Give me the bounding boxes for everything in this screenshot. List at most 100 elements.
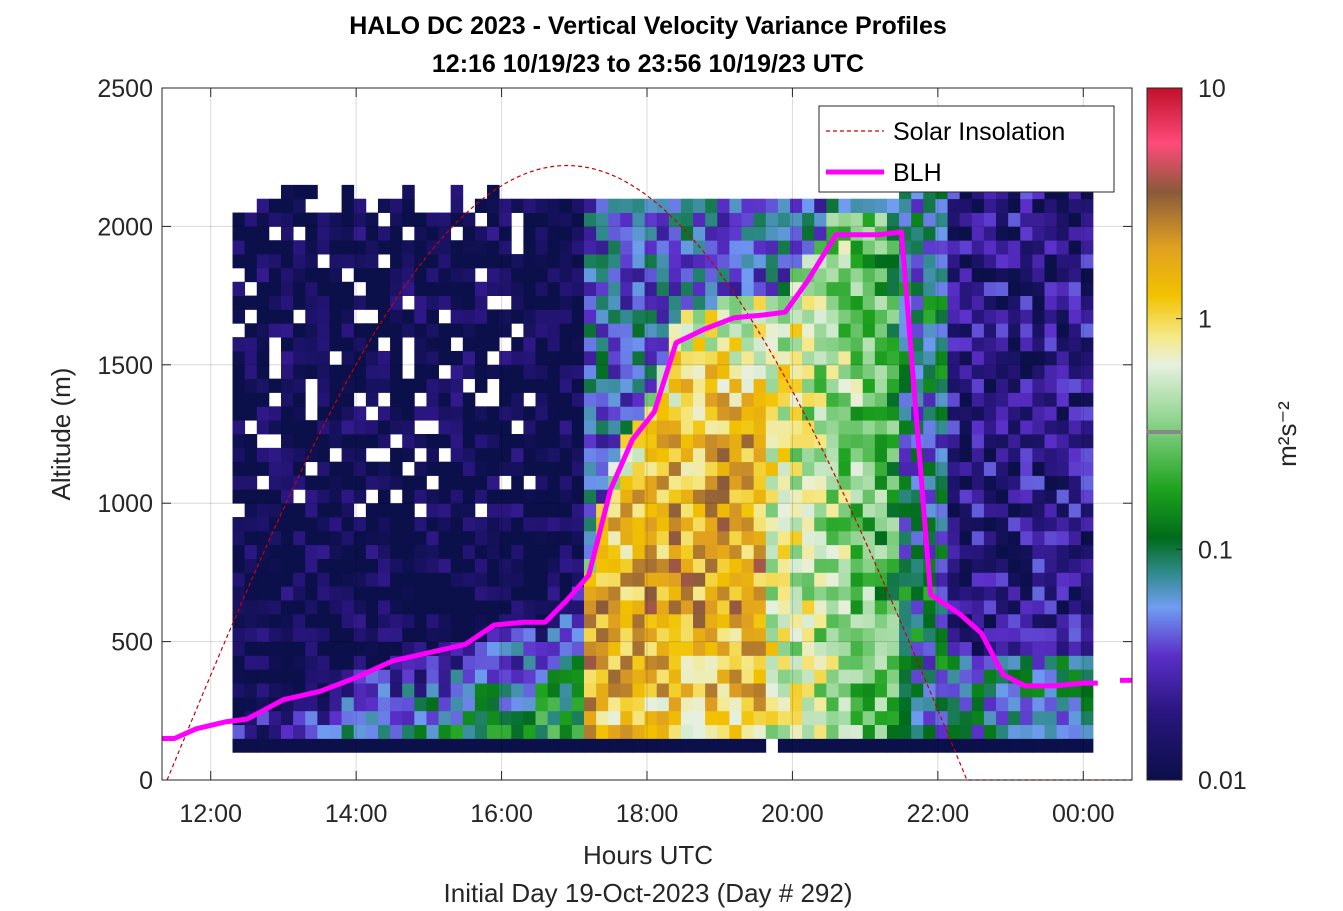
heatmap-cell	[668, 655, 682, 670]
heatmap-cell	[281, 267, 294, 283]
heatmap-cell	[644, 600, 658, 615]
heatmap-cell	[450, 669, 464, 684]
heatmap-cell	[402, 641, 415, 656]
heatmap-cell	[329, 724, 342, 739]
heatmap-cell	[523, 558, 536, 573]
heatmap-cell	[341, 406, 355, 421]
heatmap-cell	[583, 378, 597, 393]
heatmap-cell	[305, 558, 318, 573]
heatmap-cell	[329, 226, 342, 241]
heatmap-cell	[729, 558, 742, 573]
heatmap-cell	[596, 392, 609, 407]
heatmap-cell	[826, 655, 839, 670]
heatmap-cell	[850, 641, 864, 656]
heatmap-cell	[1044, 572, 1058, 587]
heatmap-cell	[620, 406, 633, 421]
heatmap-cell	[765, 337, 779, 352]
heatmap-cell	[365, 738, 379, 753]
heatmap-cell	[753, 669, 767, 684]
heatmap-cell	[547, 350, 561, 366]
heatmap-cell	[838, 544, 851, 559]
heatmap-cell	[741, 613, 755, 629]
heatmap-cell	[753, 627, 767, 642]
heatmap-cell	[826, 558, 839, 573]
heatmap-cell	[923, 724, 936, 739]
heatmap-cell	[268, 212, 282, 227]
heatmap-cell	[911, 710, 924, 726]
heatmap-cell	[511, 447, 524, 463]
heatmap-cell	[426, 683, 439, 698]
heatmap-cell	[1044, 240, 1058, 255]
heatmap-cell	[474, 364, 488, 380]
heatmap-cell	[1080, 406, 1094, 421]
heatmap-cell	[256, 240, 270, 255]
heatmap-cell	[438, 558, 452, 573]
heatmap-cell	[862, 295, 876, 310]
heatmap-cell	[814, 655, 827, 670]
heatmap-cell	[814, 558, 827, 573]
heatmap-cell	[1056, 281, 1070, 296]
heatmap-cell	[983, 669, 997, 684]
heatmap-cell	[656, 696, 670, 712]
heatmap-cell	[959, 544, 973, 559]
heatmap-cell	[1068, 461, 1082, 476]
heatmap-cell	[886, 198, 900, 213]
heatmap-cell	[256, 392, 270, 407]
heatmap-cell	[680, 600, 694, 615]
heatmap-cell	[680, 378, 694, 393]
heatmap-cell	[256, 447, 270, 463]
heatmap-cell	[329, 323, 342, 338]
heatmap-cell	[935, 212, 948, 227]
heatmap-cell	[777, 212, 791, 227]
heatmap-cell	[365, 337, 379, 352]
heatmap-cell	[838, 212, 851, 227]
heatmap-cell	[996, 337, 1009, 352]
heatmap-cell	[620, 378, 633, 393]
heatmap-cell	[426, 447, 439, 463]
heatmap-cell	[680, 489, 694, 504]
heatmap-cell	[632, 613, 645, 629]
heatmap-cell	[644, 613, 658, 629]
heatmap-cell	[765, 254, 779, 269]
heatmap-cell	[644, 434, 658, 449]
heatmap-cell	[1020, 267, 1033, 283]
heatmap-cell	[583, 669, 597, 684]
heatmap-cell	[353, 738, 367, 753]
heatmap-cell	[329, 544, 342, 559]
heatmap-cell	[705, 240, 718, 255]
heatmap-cell	[341, 420, 355, 435]
heatmap-cell	[377, 420, 391, 435]
heatmap-cell	[850, 600, 864, 615]
heatmap-cell	[450, 350, 464, 366]
heatmap-cell	[1056, 517, 1070, 532]
heatmap-cell	[1044, 364, 1058, 380]
heatmap-cell	[305, 503, 318, 518]
heatmap-cell	[487, 724, 500, 739]
heatmap-cell	[1032, 323, 1045, 338]
heatmap-cell	[523, 295, 536, 310]
heatmap-cell	[547, 198, 561, 213]
heatmap-cell	[559, 461, 573, 476]
heatmap-cell	[923, 212, 936, 227]
heatmap-cell	[826, 420, 839, 435]
heatmap-cell	[644, 295, 658, 310]
heatmap-cell	[1008, 503, 1021, 518]
heatmap-cell	[729, 600, 742, 615]
heatmap-cell	[608, 669, 621, 684]
heatmap-cell	[753, 613, 767, 629]
heatmap-cell	[790, 434, 803, 449]
heatmap-cell	[802, 198, 815, 213]
heatmap-cell	[244, 572, 258, 587]
heatmap-cell	[474, 489, 488, 504]
heatmap-cell	[680, 198, 694, 213]
x-axis-sublabel: Initial Day 19-Oct-2023 (Day # 292)	[444, 878, 853, 908]
heatmap-cell	[559, 558, 573, 573]
heatmap-cell	[971, 226, 985, 241]
heatmap-cell	[1080, 420, 1094, 435]
heatmap-cell	[923, 323, 936, 338]
heatmap-cell	[886, 572, 900, 587]
heatmap-cell	[608, 572, 621, 587]
heatmap-cell	[923, 281, 936, 296]
heatmap-cell	[426, 586, 439, 601]
heatmap-cell	[705, 461, 718, 476]
